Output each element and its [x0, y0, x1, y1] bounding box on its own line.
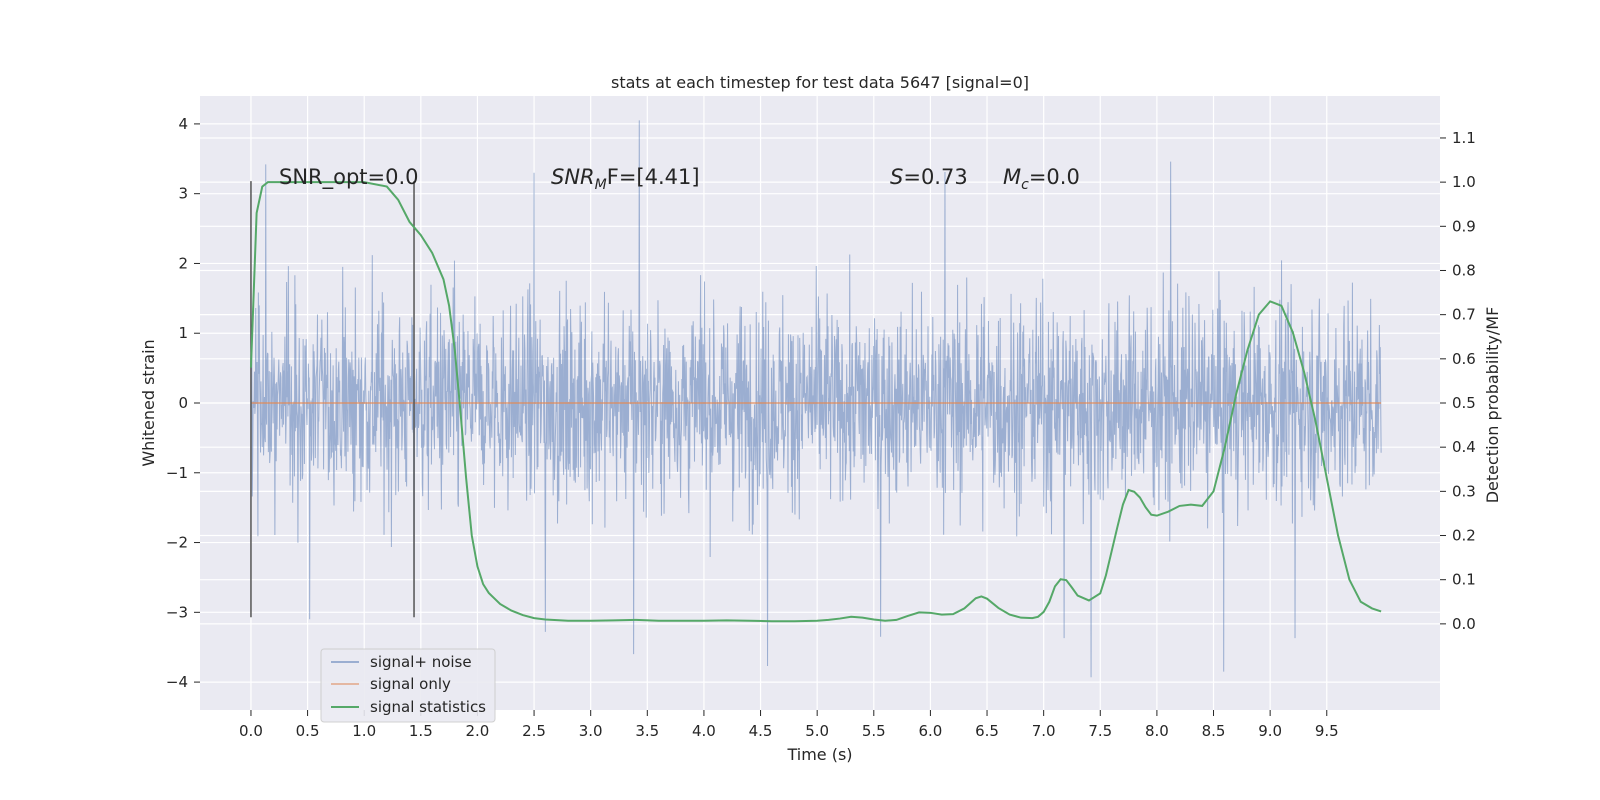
x-tick-label-2: 1.0 [352, 722, 376, 740]
y2-tick-label-1: 0.1 [1452, 571, 1476, 589]
y2-tick-label-0: 0.0 [1452, 615, 1476, 633]
y-tick-label-0: −4 [166, 673, 188, 691]
y-tick-label-8: 4 [178, 115, 188, 133]
x-tick-label-13: 6.5 [975, 722, 999, 740]
x-tick-label-18: 9.0 [1258, 722, 1282, 740]
annotation-snr-mf: SNRMF=[4.41] [551, 165, 700, 193]
x-tick-label-14: 7.0 [1032, 722, 1056, 740]
x-tick-label-4: 2.0 [466, 722, 490, 740]
y2-tick-label-10: 1.0 [1452, 173, 1476, 191]
annotation-snr-opt: SNR_opt=0.0 [279, 165, 419, 190]
x-tick-label-7: 3.5 [635, 722, 659, 740]
y2-tick-label-9: 0.9 [1452, 217, 1476, 235]
statistics-line [249, 181, 1382, 623]
y-tick-label-1: −3 [166, 603, 188, 621]
x-axis-label: Time (s) [786, 745, 852, 764]
x-tick-label-3: 1.5 [409, 722, 433, 740]
y-tick-label-7: 3 [178, 185, 188, 203]
legend: signal+ noise signal only signal statist… [320, 648, 496, 723]
annotation-s: S=0.73 [890, 165, 968, 189]
annotation-mc: Mc=0.0 [1003, 165, 1080, 193]
x-tick-label-1: 0.5 [296, 722, 320, 740]
x-tick-label-19: 9.5 [1315, 722, 1339, 740]
y2-tick-label-4: 0.4 [1452, 438, 1476, 456]
y-tick-label-5: 1 [178, 324, 188, 342]
noise-line [250, 120, 1382, 678]
legend-box [320, 648, 496, 723]
x-tick-label-16: 8.0 [1145, 722, 1169, 740]
y-axis-label: Whitened strain [139, 339, 158, 466]
x-tick-label-9: 4.5 [749, 722, 773, 740]
x-tick-label-0: 0.0 [239, 722, 263, 740]
x-tick-label-8: 4.0 [692, 722, 716, 740]
y2-tick-label-8: 0.8 [1452, 261, 1476, 279]
y2-tick-label-11: 1.1 [1452, 129, 1476, 147]
y2-tick-label-7: 0.7 [1452, 306, 1476, 324]
y2-tick-label-6: 0.6 [1452, 350, 1476, 368]
y-tick-label-4: 0 [178, 394, 188, 412]
y-tick-label-3: −1 [166, 464, 188, 482]
marker-lines [250, 181, 415, 618]
x-tick-label-5: 2.5 [522, 722, 546, 740]
x-tick-label-10: 5.0 [805, 722, 829, 740]
legend-label-signal-noise: signal+ noise [370, 653, 472, 671]
x-tick-label-15: 7.5 [1088, 722, 1112, 740]
y2-axis-ticks: 0.0 0.1 0.2 0.3 0.4 0.5 0.6 0.7 0.8 0.9 1.0 1.1 [1440, 129, 1476, 633]
chart-title: stats at each timestep for test data 564… [611, 73, 1029, 92]
x-tick-label-6: 3.0 [579, 722, 603, 740]
y-tick-label-6: 2 [178, 254, 188, 272]
y2-tick-label-3: 0.3 [1452, 482, 1476, 500]
series-signal-statistics [249, 181, 1382, 623]
y2-axis-label: Detection probability/MF [1483, 307, 1502, 504]
y2-tick-label-5: 0.5 [1452, 394, 1476, 412]
x-tick-label-17: 8.5 [1202, 722, 1226, 740]
y-axis-ticks: −4 −3 −2 −1 0 1 2 3 4 [166, 115, 200, 691]
x-tick-label-11: 5.5 [862, 722, 886, 740]
y-tick-label-2: −2 [166, 534, 188, 552]
series-signal-noise [250, 120, 1382, 678]
legend-label-signal-statistics: signal statistics [370, 698, 486, 716]
x-tick-label-12: 6.0 [918, 722, 942, 740]
x-axis-ticks: 0.0 0.5 1.0 1.5 2.0 2.5 3.0 3.5 4.0 4.5 5.0 5.5 6.0 6… [239, 710, 1339, 740]
y2-tick-label-2: 0.2 [1452, 527, 1476, 545]
legend-label-signal-only: signal only [370, 675, 451, 693]
